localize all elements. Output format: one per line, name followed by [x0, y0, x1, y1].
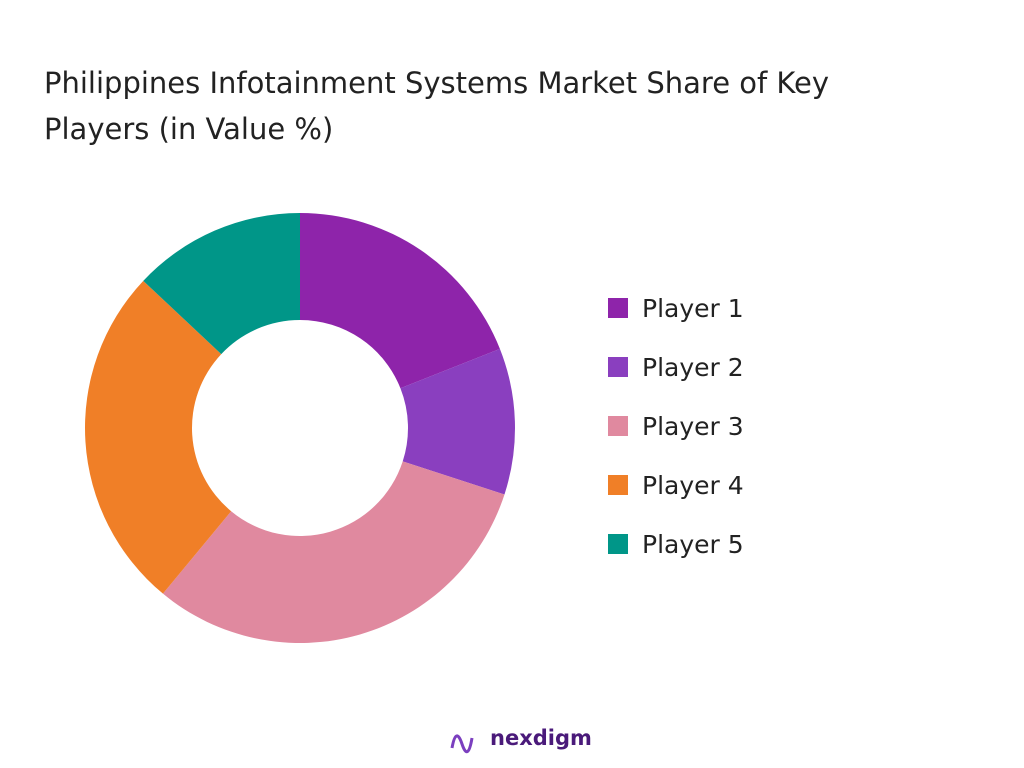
donut-slice	[300, 213, 500, 389]
legend-swatch	[608, 416, 628, 436]
legend-label: Player 1	[642, 294, 744, 323]
donut-slice	[143, 213, 300, 355]
legend-label: Player 4	[642, 471, 744, 500]
legend-swatch	[608, 357, 628, 377]
legend-swatch	[608, 298, 628, 318]
logo: nexdigm	[490, 726, 592, 750]
legend-label: Player 3	[642, 412, 744, 441]
legend-label: Player 2	[642, 353, 744, 382]
legend-swatch	[608, 475, 628, 495]
donut-slice	[84, 280, 232, 594]
donut-slice	[162, 461, 505, 643]
chart-title: Philippines Infotainment Systems Market …	[44, 66, 830, 146]
legend-label: Player 5	[642, 530, 744, 559]
logo-icon	[450, 734, 474, 754]
donut-slice	[400, 348, 516, 495]
legend-swatch	[608, 534, 628, 554]
